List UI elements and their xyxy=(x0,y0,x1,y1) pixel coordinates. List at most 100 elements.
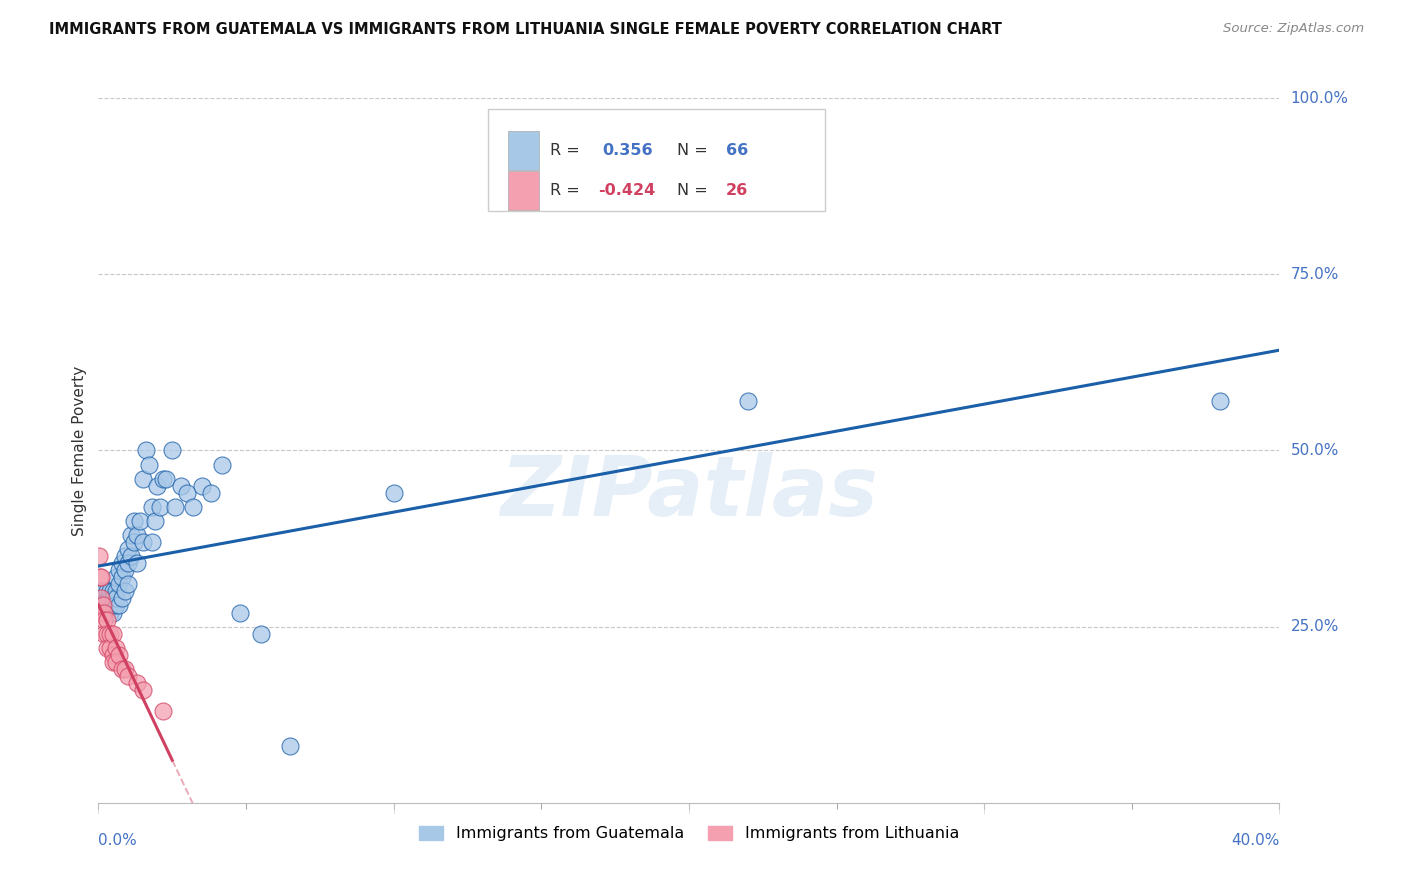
Point xyxy=(117,577,139,591)
Point xyxy=(105,591,128,606)
Point xyxy=(170,478,193,492)
Text: 26: 26 xyxy=(725,183,748,198)
Point xyxy=(111,662,134,676)
Point xyxy=(111,591,134,606)
Point xyxy=(132,472,155,486)
Legend: Immigrants from Guatemala, Immigrants from Lithuania: Immigrants from Guatemala, Immigrants fr… xyxy=(412,819,966,847)
Point xyxy=(146,478,169,492)
Point xyxy=(382,485,405,500)
Point xyxy=(155,472,177,486)
Point xyxy=(211,458,233,472)
Point xyxy=(117,669,139,683)
Point xyxy=(108,563,131,577)
Point xyxy=(176,485,198,500)
Text: 50.0%: 50.0% xyxy=(1291,443,1339,458)
Text: ZIPatlas: ZIPatlas xyxy=(501,452,877,533)
Text: N =: N = xyxy=(678,183,713,198)
Point xyxy=(98,640,121,655)
Point xyxy=(93,584,115,599)
Point xyxy=(96,584,118,599)
Point xyxy=(103,599,125,613)
Point xyxy=(96,626,118,640)
Point xyxy=(138,458,160,472)
Point xyxy=(162,443,183,458)
Point xyxy=(141,535,163,549)
Point xyxy=(143,514,166,528)
Point xyxy=(103,584,125,599)
Point xyxy=(114,549,136,564)
Point xyxy=(135,443,157,458)
Point xyxy=(191,478,214,492)
Point xyxy=(90,599,112,613)
Text: 66: 66 xyxy=(725,143,748,158)
Point xyxy=(250,626,273,640)
Point xyxy=(280,739,302,754)
Text: Source: ZipAtlas.com: Source: ZipAtlas.com xyxy=(1223,22,1364,36)
Point xyxy=(114,662,136,676)
Text: 0.356: 0.356 xyxy=(603,143,654,158)
Point xyxy=(111,570,134,584)
Point xyxy=(96,591,118,606)
Point xyxy=(737,394,759,409)
Point xyxy=(96,606,118,620)
Point xyxy=(181,500,204,514)
Point xyxy=(103,626,125,640)
Point xyxy=(100,599,122,613)
Point xyxy=(96,613,118,627)
Text: 75.0%: 75.0% xyxy=(1291,267,1339,282)
Point xyxy=(105,570,128,584)
Text: 25.0%: 25.0% xyxy=(1291,619,1339,634)
Point xyxy=(152,704,174,718)
Point xyxy=(1209,394,1232,409)
Point xyxy=(89,549,111,564)
Point xyxy=(94,606,117,620)
Point xyxy=(98,606,121,620)
Point xyxy=(200,485,222,500)
Point xyxy=(93,599,115,613)
Point xyxy=(96,640,118,655)
Point xyxy=(152,472,174,486)
Point xyxy=(105,655,128,669)
Point xyxy=(89,584,111,599)
Point xyxy=(90,570,112,584)
Point xyxy=(105,640,128,655)
Point xyxy=(122,535,145,549)
Point xyxy=(98,584,121,599)
Point xyxy=(108,648,131,662)
Point xyxy=(91,599,114,613)
Point xyxy=(108,599,131,613)
Point xyxy=(125,528,148,542)
Point xyxy=(141,500,163,514)
Point xyxy=(91,584,114,599)
Point xyxy=(93,606,115,620)
Point xyxy=(122,514,145,528)
Bar xyxy=(508,171,538,210)
Point xyxy=(120,528,142,542)
Point xyxy=(132,535,155,549)
Point xyxy=(117,556,139,570)
Point xyxy=(103,591,125,606)
Point xyxy=(105,599,128,613)
Text: -0.424: -0.424 xyxy=(598,183,655,198)
Point xyxy=(125,676,148,690)
Text: 100.0%: 100.0% xyxy=(1291,91,1348,105)
Point xyxy=(93,626,115,640)
Point xyxy=(132,683,155,698)
FancyBboxPatch shape xyxy=(488,109,825,211)
Point xyxy=(149,500,172,514)
Point xyxy=(97,591,120,606)
Point xyxy=(125,556,148,570)
Point xyxy=(90,591,112,606)
Point xyxy=(114,584,136,599)
Bar xyxy=(508,131,538,169)
Point xyxy=(103,655,125,669)
Point xyxy=(120,549,142,564)
Point xyxy=(229,606,252,620)
Point xyxy=(111,556,134,570)
Point xyxy=(90,606,112,620)
Y-axis label: Single Female Poverty: Single Female Poverty xyxy=(72,366,87,535)
Point xyxy=(89,570,111,584)
Point xyxy=(165,500,187,514)
Text: N =: N = xyxy=(678,143,713,158)
Point xyxy=(98,626,121,640)
